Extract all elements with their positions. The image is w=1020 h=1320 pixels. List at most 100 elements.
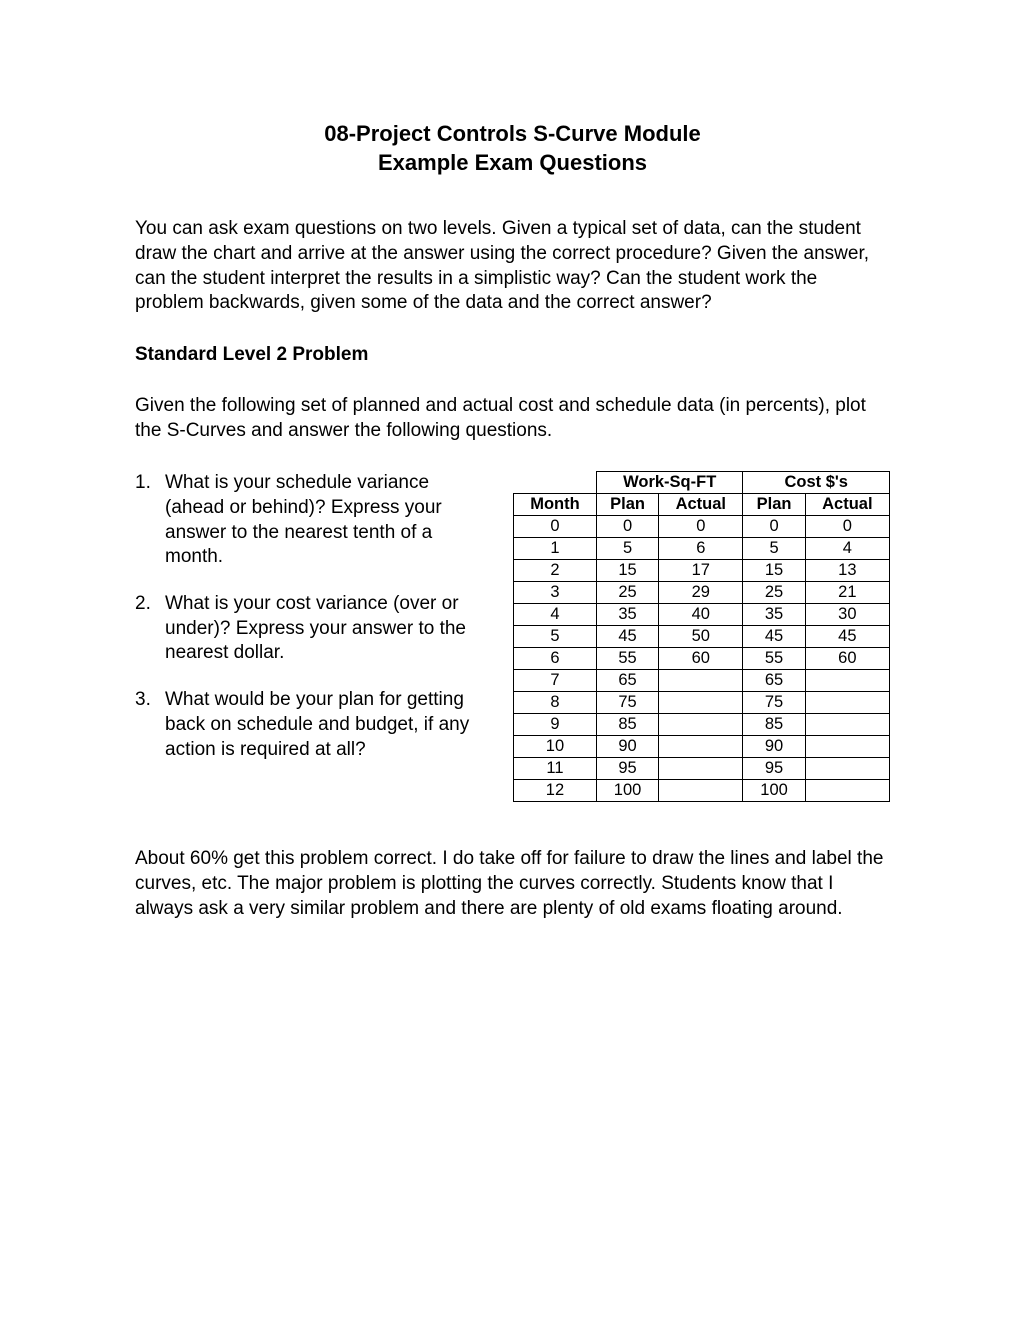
table-row: 98585 [514, 714, 890, 736]
table-cell [659, 758, 743, 780]
table-row: 00000 [514, 516, 890, 538]
table-cell: 55 [596, 648, 658, 670]
table-col-header-work-actual: Actual [659, 494, 743, 516]
table-cell: 85 [596, 714, 658, 736]
table-cell [659, 780, 743, 802]
table-cell: 0 [805, 516, 889, 538]
table-cell: 0 [514, 516, 597, 538]
table-cell: 10 [514, 736, 597, 758]
table-cell: 17 [659, 560, 743, 582]
table-row: 76565 [514, 670, 890, 692]
questions-column: 1. What is your schedule variance (ahead… [135, 471, 493, 802]
table-row: 109090 [514, 736, 890, 758]
given-paragraph: Given the following set of planned and a… [135, 394, 890, 443]
table-cell: 35 [743, 604, 805, 626]
table-cell [659, 670, 743, 692]
table-blank-header [514, 472, 597, 494]
table-cell: 60 [805, 648, 889, 670]
table-cell: 0 [659, 516, 743, 538]
table-cell: 1 [514, 538, 597, 560]
table-cell: 4 [805, 538, 889, 560]
table-cell: 5 [514, 626, 597, 648]
table-cell: 95 [743, 758, 805, 780]
table-cell [805, 714, 889, 736]
table-group-header-row: Work-Sq-FT Cost $'s [514, 472, 890, 494]
table-cell: 0 [596, 516, 658, 538]
table-cell: 25 [596, 582, 658, 604]
table-cell: 15 [596, 560, 658, 582]
table-cell: 30 [805, 604, 889, 626]
table-row: 545504545 [514, 626, 890, 648]
table-cell: 65 [743, 670, 805, 692]
table-row: 435403530 [514, 604, 890, 626]
section-heading: Standard Level 2 Problem [135, 344, 890, 366]
title-line-2: Example Exam Questions [135, 149, 890, 178]
table-cell: 25 [743, 582, 805, 604]
table-row: 325292521 [514, 582, 890, 604]
table-cell: 45 [743, 626, 805, 648]
table-cell: 85 [743, 714, 805, 736]
table-cell [659, 736, 743, 758]
table-cell [805, 780, 889, 802]
question-3: 3. What would be your plan for getting b… [135, 688, 493, 762]
table-cell: 5 [596, 538, 658, 560]
table-cell: 11 [514, 758, 597, 780]
table-cell: 6 [514, 648, 597, 670]
intro-paragraph: You can ask exam questions on two levels… [135, 217, 890, 316]
table-cell: 3 [514, 582, 597, 604]
table-col-header-month: Month [514, 494, 597, 516]
table-cell: 50 [659, 626, 743, 648]
table-cell: 13 [805, 560, 889, 582]
table-cell [659, 692, 743, 714]
table-cell: 45 [805, 626, 889, 648]
content-row: 1. What is your schedule variance (ahead… [135, 471, 890, 802]
title-line-1: 08-Project Controls S-Curve Module [135, 120, 890, 149]
table-cell: 7 [514, 670, 597, 692]
data-table-column: Work-Sq-FT Cost $'s Month Plan Actual Pl… [513, 471, 890, 802]
table-col-header-cost-plan: Plan [743, 494, 805, 516]
data-table: Work-Sq-FT Cost $'s Month Plan Actual Pl… [513, 471, 890, 802]
table-cell: 40 [659, 604, 743, 626]
table-row: 12100100 [514, 780, 890, 802]
question-1: 1. What is your schedule variance (ahead… [135, 471, 493, 570]
table-cell: 35 [596, 604, 658, 626]
question-2: 2. What is your cost variance (over or u… [135, 592, 493, 666]
table-cell [659, 714, 743, 736]
table-cell: 15 [743, 560, 805, 582]
table-row: 119595 [514, 758, 890, 780]
question-number: 3. [135, 688, 165, 762]
table-cell [805, 758, 889, 780]
question-number: 1. [135, 471, 165, 570]
table-cell [805, 736, 889, 758]
table-cell: 4 [514, 604, 597, 626]
table-cell: 8 [514, 692, 597, 714]
document-title: 08-Project Controls S-Curve Module Examp… [135, 120, 890, 177]
table-group-header-work: Work-Sq-FT [596, 472, 743, 494]
table-cell: 5 [743, 538, 805, 560]
table-cell: 90 [743, 736, 805, 758]
table-cell: 45 [596, 626, 658, 648]
table-cell: 29 [659, 582, 743, 604]
table-cell: 100 [596, 780, 658, 802]
closing-paragraph: About 60% get this problem correct. I do… [135, 847, 890, 921]
table-cell: 65 [596, 670, 658, 692]
table-row: 15654 [514, 538, 890, 560]
table-row: 215171513 [514, 560, 890, 582]
table-cell: 12 [514, 780, 597, 802]
table-row: 87575 [514, 692, 890, 714]
table-cell: 90 [596, 736, 658, 758]
table-col-header-row: Month Plan Actual Plan Actual [514, 494, 890, 516]
table-cell: 55 [743, 648, 805, 670]
table-cell: 9 [514, 714, 597, 736]
table-cell: 75 [743, 692, 805, 714]
table-cell: 2 [514, 560, 597, 582]
table-cell: 6 [659, 538, 743, 560]
table-col-header-cost-actual: Actual [805, 494, 889, 516]
table-cell: 0 [743, 516, 805, 538]
table-cell: 21 [805, 582, 889, 604]
table-cell: 60 [659, 648, 743, 670]
table-cell [805, 670, 889, 692]
question-text: What is your cost variance (over or unde… [165, 592, 493, 666]
table-cell: 100 [743, 780, 805, 802]
table-group-header-cost: Cost $'s [743, 472, 890, 494]
